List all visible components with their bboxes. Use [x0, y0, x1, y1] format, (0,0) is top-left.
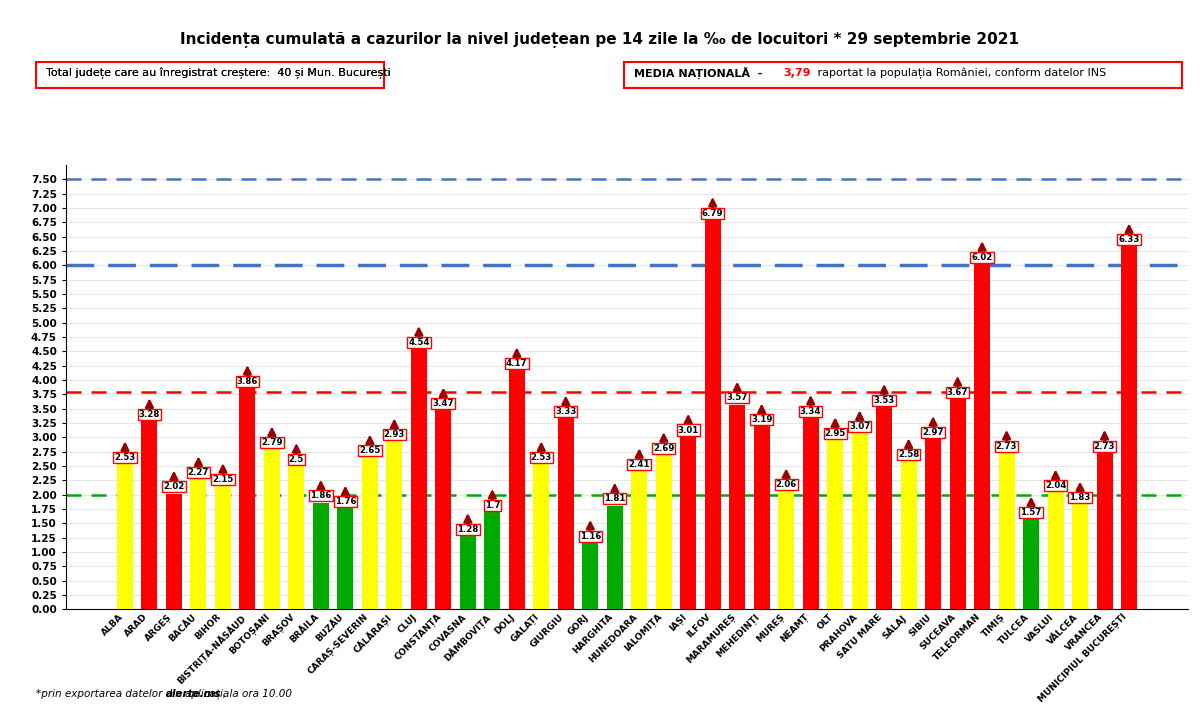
Bar [631, 471, 647, 609]
Text: 3.57: 3.57 [726, 394, 748, 402]
Text: 2.02: 2.02 [163, 483, 185, 491]
Bar [998, 453, 1014, 609]
Text: 3,79: 3,79 [784, 68, 811, 78]
Text: MEDIA NAȚIONALĂ  -: MEDIA NAȚIONALĂ - [634, 67, 766, 80]
Text: 6.79: 6.79 [702, 209, 724, 218]
Text: Incidența cumulată a cazurilor la nivel județean pe 14 zile la ‰ de locuitori * : Incidența cumulată a cazurilor la nivel … [180, 32, 1020, 48]
Bar [901, 462, 917, 609]
Bar [313, 503, 329, 609]
Text: 2.93: 2.93 [384, 430, 406, 439]
Text: 1.7: 1.7 [485, 500, 500, 510]
Text: 1.83: 1.83 [1069, 493, 1091, 502]
Text: 6.02: 6.02 [972, 253, 992, 262]
Bar [1097, 453, 1112, 609]
Text: 2.79: 2.79 [262, 438, 283, 447]
Bar [607, 505, 623, 609]
Text: 4.54: 4.54 [408, 338, 430, 347]
Text: *prin exportarea datelor din aplicația: *prin exportarea datelor din aplicația [36, 688, 233, 699]
Bar [827, 440, 844, 609]
Text: alerte.ms: alerte.ms [166, 689, 221, 699]
Bar [974, 264, 990, 609]
Bar [925, 439, 941, 609]
Bar [362, 457, 378, 609]
Text: 2.15: 2.15 [212, 475, 234, 484]
Text: 2.04: 2.04 [1045, 481, 1067, 490]
Text: 1.57: 1.57 [1020, 508, 1042, 517]
Bar [118, 465, 133, 609]
Bar [1072, 505, 1088, 609]
Bar [655, 455, 672, 609]
Bar [582, 543, 599, 609]
Text: raportat la populația României, conform datelor INS: raportat la populația României, conform … [814, 67, 1106, 79]
Bar [191, 479, 206, 609]
Text: Total județe care au înregistrat creștere:  40 și Mun. București: Total județe care au înregistrat creșter… [46, 67, 390, 79]
Text: 2.65: 2.65 [359, 446, 380, 455]
Bar [558, 419, 574, 609]
Bar [533, 465, 550, 609]
Text: 3.33: 3.33 [556, 407, 576, 416]
Text: 1.28: 1.28 [457, 525, 479, 533]
Text: 2.5: 2.5 [289, 455, 304, 464]
Text: 2.53: 2.53 [530, 453, 552, 462]
Text: 3.07: 3.07 [848, 422, 870, 431]
Text: 2.69: 2.69 [653, 444, 674, 453]
Bar [754, 427, 769, 609]
Text: 4.17: 4.17 [506, 359, 528, 368]
Text: 1.76: 1.76 [335, 497, 356, 506]
Text: 3.19: 3.19 [751, 415, 773, 424]
Text: 3.01: 3.01 [678, 425, 698, 435]
Text: 2.73: 2.73 [996, 442, 1018, 450]
Text: 3.53: 3.53 [874, 396, 895, 404]
Bar [485, 512, 500, 609]
Text: 1.86: 1.86 [310, 491, 331, 500]
Bar [288, 466, 305, 609]
Bar [876, 407, 892, 609]
Text: 2.06: 2.06 [775, 480, 797, 489]
Text: 6.33: 6.33 [1118, 235, 1140, 244]
Text: 1.16: 1.16 [580, 531, 601, 541]
Bar [240, 388, 256, 609]
Bar [949, 399, 966, 609]
Text: 2.27: 2.27 [187, 468, 209, 477]
Text: 1.81: 1.81 [604, 494, 625, 503]
Bar [1024, 519, 1039, 609]
Bar [509, 370, 524, 609]
Text: 2.53: 2.53 [114, 453, 136, 462]
Bar [1121, 247, 1138, 609]
Bar [215, 486, 230, 609]
Bar [680, 437, 696, 609]
Text: 2.97: 2.97 [923, 428, 944, 437]
Text: 2.41: 2.41 [629, 460, 650, 469]
Bar [142, 422, 157, 609]
Text: 2.58: 2.58 [898, 450, 919, 459]
Bar [1048, 493, 1063, 609]
Text: 2.95: 2.95 [824, 429, 846, 438]
Bar [436, 410, 451, 609]
Bar [730, 404, 745, 609]
Bar [803, 418, 818, 609]
Bar [852, 433, 868, 609]
Bar [337, 508, 353, 609]
Text: , la ora 10.00: , la ora 10.00 [223, 689, 293, 699]
Text: 3.67: 3.67 [947, 388, 968, 397]
Text: 3.47: 3.47 [432, 399, 454, 408]
Text: 3.86: 3.86 [236, 376, 258, 386]
Bar [704, 220, 721, 609]
Bar [264, 450, 280, 609]
Bar [386, 442, 402, 609]
Bar [166, 493, 182, 609]
Bar [460, 536, 475, 609]
Text: 3.34: 3.34 [800, 407, 822, 416]
Bar [779, 491, 794, 609]
Bar [410, 349, 427, 609]
Text: 2.73: 2.73 [1094, 442, 1115, 450]
Text: 3.28: 3.28 [139, 410, 160, 419]
Text: Total județe care au înregistrat creștere:  40 și Mun. București: Total județe care au înregistrat creșter… [46, 67, 390, 79]
